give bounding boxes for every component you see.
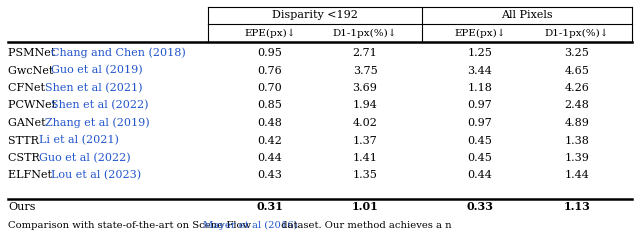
Text: 0.44: 0.44 xyxy=(468,171,492,180)
Text: 1.41: 1.41 xyxy=(353,153,378,163)
Text: PCWNet: PCWNet xyxy=(8,101,60,110)
Text: 1.01: 1.01 xyxy=(351,201,378,212)
Text: 4.65: 4.65 xyxy=(564,66,589,75)
Text: 1.94: 1.94 xyxy=(353,101,378,110)
Text: Mayer et al (2016): Mayer et al (2016) xyxy=(203,220,298,230)
Text: 3.75: 3.75 xyxy=(353,66,378,75)
Text: Lou et al (2023): Lou et al (2023) xyxy=(51,170,141,181)
Text: PSMNet: PSMNet xyxy=(8,48,59,58)
Text: 1.37: 1.37 xyxy=(353,136,378,145)
Text: 1.39: 1.39 xyxy=(564,153,589,163)
Text: STTR: STTR xyxy=(8,136,42,145)
Text: GwcNet: GwcNet xyxy=(8,66,57,75)
Text: 0.43: 0.43 xyxy=(257,171,282,180)
Text: CSTR: CSTR xyxy=(8,153,44,163)
Text: 1.35: 1.35 xyxy=(353,171,378,180)
Text: 4.89: 4.89 xyxy=(564,118,589,128)
Text: 1.38: 1.38 xyxy=(564,136,589,145)
Text: EPE(px)↓: EPE(px)↓ xyxy=(454,28,506,38)
Text: Li et al (2021): Li et al (2021) xyxy=(39,135,119,146)
Text: EPE(px)↓: EPE(px)↓ xyxy=(244,28,296,38)
Text: 4.26: 4.26 xyxy=(564,83,589,93)
Text: 3.25: 3.25 xyxy=(564,48,589,58)
Text: ELFNet: ELFNet xyxy=(8,171,56,180)
Text: 0.95: 0.95 xyxy=(257,48,282,58)
Text: 0.85: 0.85 xyxy=(257,101,282,110)
Text: 0.33: 0.33 xyxy=(467,201,493,212)
Text: 1.13: 1.13 xyxy=(564,201,591,212)
Text: 3.44: 3.44 xyxy=(468,66,492,75)
Text: D1-1px(%)↓: D1-1px(%)↓ xyxy=(333,28,397,38)
Text: 1.44: 1.44 xyxy=(564,171,589,180)
Text: 0.31: 0.31 xyxy=(257,201,284,212)
Text: 0.97: 0.97 xyxy=(468,101,492,110)
Text: D1-1px(%)↓: D1-1px(%)↓ xyxy=(545,28,609,38)
Text: 1.25: 1.25 xyxy=(468,48,492,58)
Text: 0.70: 0.70 xyxy=(258,83,282,93)
Text: Chang and Chen (2018): Chang and Chen (2018) xyxy=(51,48,186,58)
Text: 0.48: 0.48 xyxy=(257,118,282,128)
Text: Guo et al (2022): Guo et al (2022) xyxy=(39,153,131,163)
Text: Guo et al (2019): Guo et al (2019) xyxy=(51,65,143,76)
Text: 1.18: 1.18 xyxy=(468,83,492,93)
Text: 0.97: 0.97 xyxy=(468,118,492,128)
Text: Comparison with state-of-the-art on Scene Flow: Comparison with state-of-the-art on Scen… xyxy=(8,220,254,230)
Text: 4.02: 4.02 xyxy=(353,118,378,128)
Text: Zhang et al (2019): Zhang et al (2019) xyxy=(45,118,150,128)
Text: GANet: GANet xyxy=(8,118,49,128)
Text: Shen et al (2021): Shen et al (2021) xyxy=(45,83,143,93)
Text: Disparity <192: Disparity <192 xyxy=(272,10,358,20)
Text: 0.76: 0.76 xyxy=(258,66,282,75)
Text: Shen et al (2022): Shen et al (2022) xyxy=(51,100,149,111)
Text: CFNet: CFNet xyxy=(8,83,49,93)
Text: 2.71: 2.71 xyxy=(353,48,378,58)
Text: Ours: Ours xyxy=(8,202,35,212)
Text: dataset. Our method achieves a n: dataset. Our method achieves a n xyxy=(278,220,451,230)
Text: 0.42: 0.42 xyxy=(257,136,282,145)
Text: 2.48: 2.48 xyxy=(564,101,589,110)
Text: 0.45: 0.45 xyxy=(468,153,492,163)
Text: 0.44: 0.44 xyxy=(257,153,282,163)
Text: 0.45: 0.45 xyxy=(468,136,492,145)
Text: 3.69: 3.69 xyxy=(353,83,378,93)
Text: All Pixels: All Pixels xyxy=(501,10,553,20)
